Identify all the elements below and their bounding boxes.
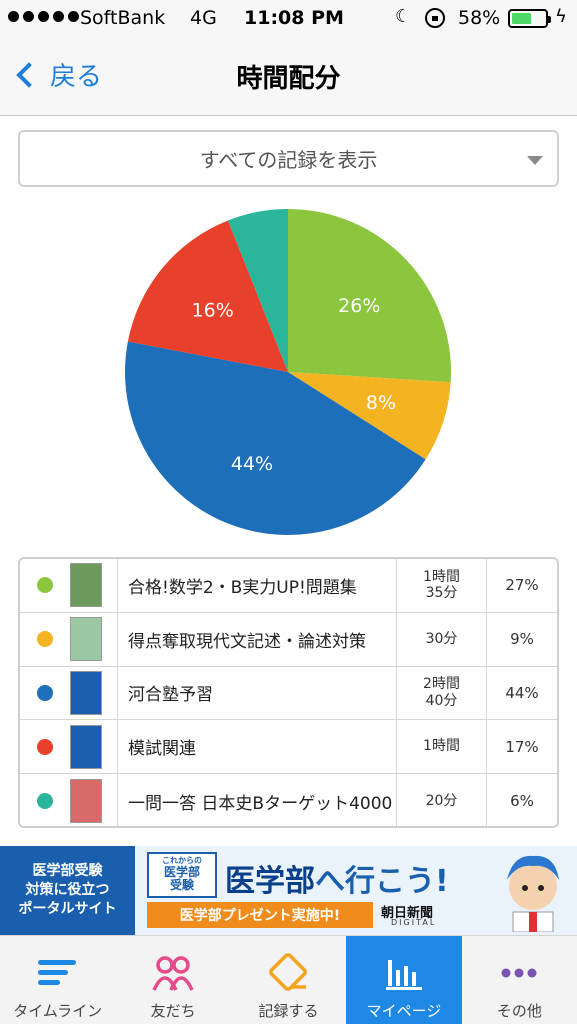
banner-newspaper-sub: DIGITAL — [391, 918, 437, 927]
time-distribution-chart: 26% 8% 44% 16% — [0, 195, 577, 550]
record-filter-value: すべての記録を表示 — [199, 148, 378, 172]
book-cover-thumbnail — [70, 670, 102, 715]
record-percent: 17% — [505, 737, 539, 756]
ad-banner[interactable]: 医学部受験 対策に役立つ ポータルサイト これからの 医学部 受験 医学部へ行こ… — [0, 846, 577, 935]
page-title: 時間配分 — [236, 64, 341, 94]
pie-slice-label: 44% — [231, 453, 273, 475]
status-time: 11:08 PM — [244, 7, 344, 29]
legend-dot — [37, 738, 53, 755]
tab-more[interactable]: その他 — [462, 936, 577, 1024]
timeline-icon — [37, 960, 76, 985]
record-time: 30分 — [397, 612, 487, 666]
pie-slice — [124, 341, 426, 535]
banner-headline: 医学部へ行こう! — [225, 864, 449, 899]
tab-label: タイムライン — [13, 1002, 103, 1020]
back-button-label: 戻る — [50, 62, 103, 92]
banner-logo: これからの 医学部 受験 — [147, 852, 217, 898]
tab-bar: タイムライン 友だち 記録する マイページ — [0, 935, 577, 1024]
back-button[interactable]: 戻る — [12, 56, 102, 93]
network-type: 4G — [190, 7, 217, 29]
record-icon — [268, 953, 307, 991]
records-table: 合格!数学2・B実力UP!問題集 1時間 35分 27% 得点奪取現代文記述・論… — [18, 557, 559, 828]
record-time: 1時間 — [397, 720, 487, 774]
signal-strength-icon — [8, 11, 79, 22]
book-cover-thumbnail — [70, 563, 102, 608]
record-name: 河合塾予習 — [118, 666, 397, 720]
pie-slice — [288, 372, 451, 460]
tab-label: 記録する — [258, 1002, 319, 1020]
book-cover-thumbnail — [70, 617, 102, 662]
record-percent: 6% — [510, 792, 534, 811]
legend-dot — [37, 793, 53, 810]
pie-slice — [127, 220, 288, 372]
record-name: 合格!数学2・B実力UP!問題集 — [118, 559, 397, 612]
tab-mypage[interactable]: マイページ — [346, 936, 462, 1024]
record-time: 20分 — [397, 774, 487, 826]
table-row[interactable]: 得点奪取現代文記述・論述対策 30分 9% — [20, 612, 557, 667]
tab-record[interactable]: 記録する — [231, 936, 346, 1024]
legend-dot — [37, 631, 53, 648]
friends-icon — [152, 956, 194, 991]
charging-icon: ϟ — [555, 6, 567, 27]
tab-label: 友だち — [150, 1002, 196, 1020]
table-row[interactable]: 模試関連 1時間 17% — [20, 720, 557, 775]
table-row[interactable]: 河合塾予習 2時間 40分 44% — [20, 666, 557, 721]
record-name: 模試関連 — [118, 720, 397, 774]
pie-slice — [227, 209, 288, 372]
rotation-lock-icon — [425, 8, 445, 28]
record-filter-select[interactable]: すべての記録を表示 — [18, 130, 559, 187]
tab-friends[interactable]: 友だち — [115, 936, 230, 1024]
banner-newspaper-logo: 朝日新聞 — [381, 906, 434, 921]
tab-label: マイページ — [366, 1002, 442, 1020]
legend-dot — [37, 577, 53, 594]
record-time: 2時間 40分 — [397, 666, 487, 720]
record-percent: 9% — [510, 630, 534, 649]
status-bar: SoftBank 4G 11:08 PM ☾ 58% ϟ — [0, 0, 577, 36]
book-cover-thumbnail — [70, 724, 102, 769]
pie-slice — [288, 209, 451, 383]
record-time: 1時間 35分 — [397, 559, 487, 612]
more-icon — [501, 968, 537, 978]
tab-label: その他 — [496, 1002, 542, 1020]
record-name: 一問一答 日本史Bターゲット4000 — [118, 774, 397, 826]
mypage-chart-icon — [385, 960, 422, 990]
record-name: 得点奪取現代文記述・論述対策 — [118, 612, 397, 666]
pie-slice-label: 16% — [192, 300, 234, 322]
record-percent: 27% — [505, 576, 539, 595]
table-row[interactable]: 合格!数学2・B実力UP!問題集 1時間 35分 27% — [20, 559, 557, 613]
pie-slice-label: 8% — [366, 392, 396, 414]
battery-percent: 58% — [458, 7, 501, 29]
banner-portal-text: 医学部受験 対策に役立つ ポータルサイト — [0, 846, 135, 935]
banner-present-label: 医学部プレゼント実施中! — [147, 902, 373, 928]
carrier-name: SoftBank — [80, 7, 166, 29]
battery-icon — [508, 9, 551, 28]
book-cover-thumbnail — [70, 779, 102, 824]
banner-character-illustration — [507, 855, 559, 932]
dropdown-arrow-icon — [527, 156, 543, 165]
pie-slice-label: 26% — [338, 295, 380, 317]
tab-timeline[interactable]: タイムライン — [0, 936, 115, 1024]
legend-dot — [37, 684, 53, 701]
record-percent: 44% — [505, 683, 539, 702]
table-row[interactable]: 一問一答 日本史Bターゲット4000 20分 6% — [20, 774, 557, 826]
do-not-disturb-icon: ☾ — [395, 6, 412, 27]
navigation-bar: 戻る 時間配分 — [0, 36, 577, 116]
pie-chart: 26% 8% 44% 16% — [124, 209, 451, 535]
